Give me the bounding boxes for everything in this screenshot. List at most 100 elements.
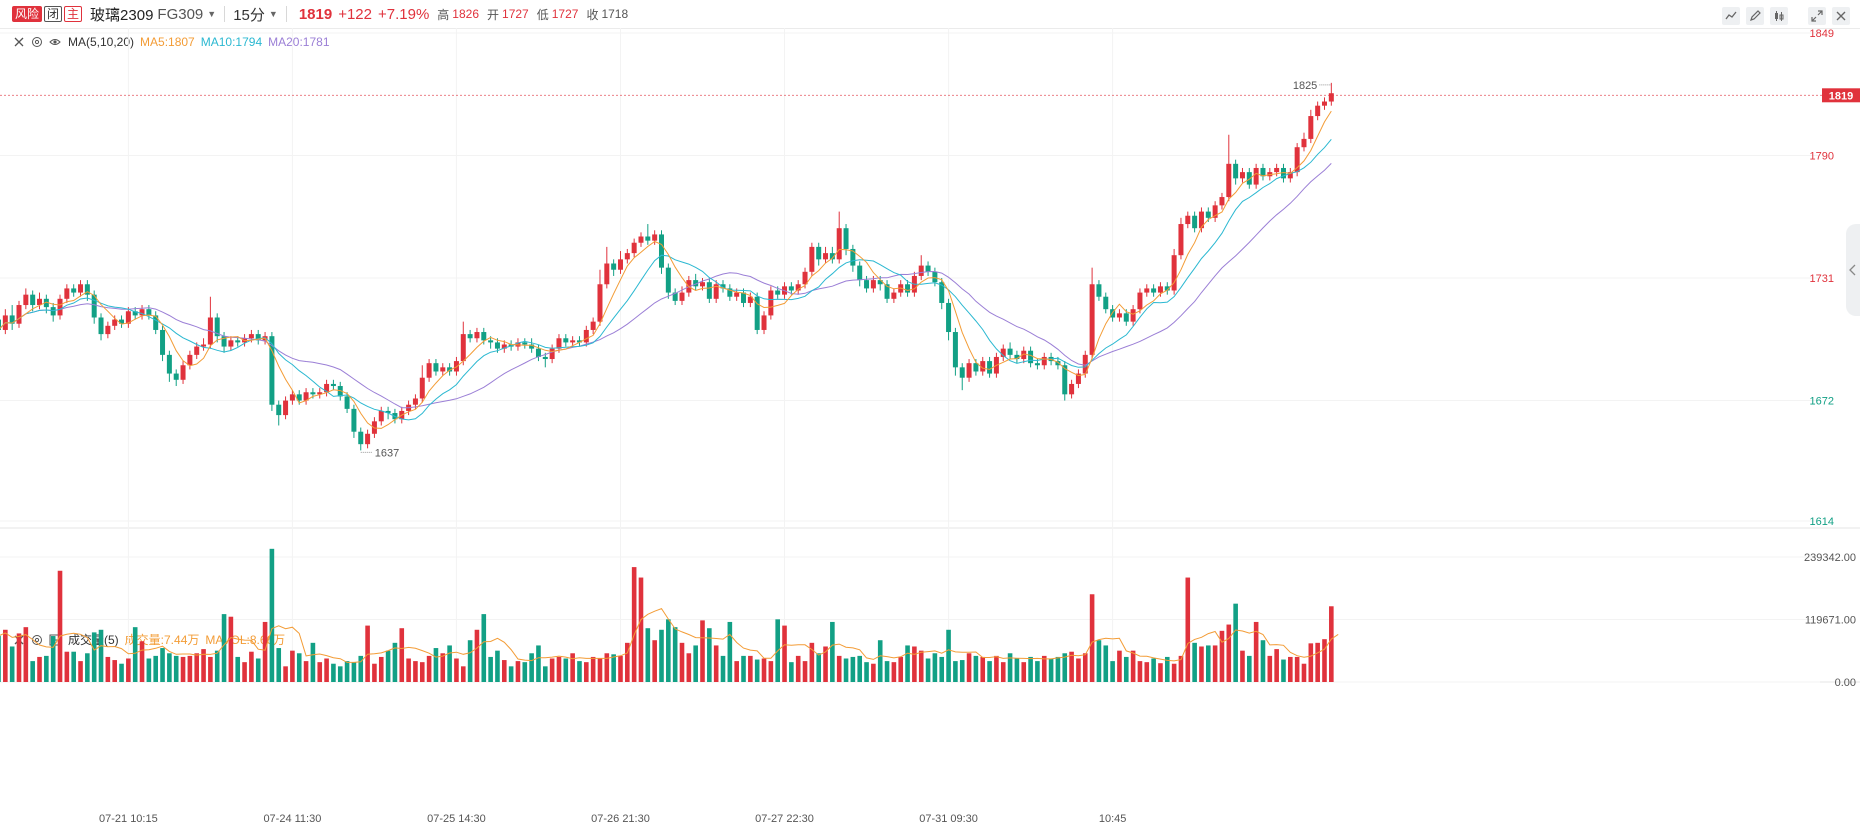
volume-bar (1062, 653, 1068, 682)
price-change: +122 (338, 5, 372, 23)
symbol-code[interactable]: FG309 (157, 5, 204, 23)
candle-body (214, 317, 220, 337)
kline-chart[interactable]: 1849 1790 1731 1672 1614 1819 239342.00 119671… (0, 28, 1860, 826)
volume-bar (666, 619, 671, 682)
volume-bar (37, 656, 42, 682)
volume-bar (1158, 663, 1163, 682)
candle-body (952, 332, 958, 368)
volume-bar (959, 660, 965, 682)
volume-axis: 239342.00 119671.00 0.00 (1804, 552, 1856, 689)
annotations: 1825 1637 (360, 80, 1332, 459)
chart-toolbar (1722, 7, 1850, 25)
volume-bar (1260, 640, 1266, 682)
visibility-icon[interactable] (48, 35, 62, 49)
header-divider (285, 6, 287, 22)
volume-bar (221, 614, 227, 682)
volume-bar (973, 655, 979, 682)
time-tick-label: 10:45 (1099, 813, 1127, 825)
candle-body (665, 267, 671, 293)
candle-body (1280, 167, 1286, 179)
volume-bar (488, 656, 493, 682)
symbol-name[interactable]: 玻璃2309 (90, 6, 154, 24)
volume-bar (208, 656, 213, 682)
candle-body (433, 363, 439, 372)
volume-bar (953, 661, 958, 682)
last-price-tag: 1819 (1829, 90, 1853, 102)
volume-bar (481, 614, 487, 682)
volume-bar (618, 655, 623, 682)
candle-body (1021, 350, 1027, 360)
candle-body (173, 373, 179, 380)
settings-icon[interactable] (30, 35, 44, 49)
draw-icon[interactable] (1746, 7, 1764, 25)
candle-body (324, 383, 330, 393)
indicator-icon[interactable] (1722, 7, 1740, 25)
volume-bar (1205, 645, 1211, 682)
closed-badge[interactable]: 闭 (44, 6, 63, 22)
candle-body (344, 396, 350, 409)
candle-body (1116, 313, 1122, 318)
candle-body (255, 334, 261, 341)
high-label: 高 (437, 7, 450, 22)
volume-bar (105, 656, 111, 682)
volume-bar (857, 655, 863, 682)
volume-bar (1055, 656, 1061, 682)
close-icon[interactable] (1832, 7, 1850, 25)
ma-lines (0, 110, 1339, 663)
volume-bar (836, 655, 842, 682)
header-divider (224, 6, 226, 22)
volume-tick-label: 0.00 (1835, 677, 1856, 689)
candle-body (91, 294, 97, 318)
candle-body (37, 298, 43, 306)
volume-bar (1089, 594, 1095, 682)
volume-bar (1007, 653, 1013, 682)
candle-body (529, 344, 535, 349)
candle-body (980, 361, 986, 372)
last-price-tag-bg (1822, 88, 1860, 103)
volume-bar (1212, 645, 1218, 682)
volume-bar (1137, 661, 1143, 682)
risk-badge[interactable]: 风险 (12, 6, 43, 22)
candle-body (269, 336, 275, 405)
candle-body (652, 234, 658, 241)
volume-bar (337, 666, 343, 682)
main-contract-badge[interactable]: 主 (64, 6, 83, 22)
candle-body (1096, 284, 1102, 297)
volume-bar (1014, 658, 1020, 682)
price-tick-label: 1614 (1810, 516, 1834, 528)
candle-body (166, 354, 172, 374)
price-tick-label: 1731 (1810, 273, 1834, 285)
volume-bar (659, 629, 664, 682)
candle-body (501, 344, 507, 349)
interval-selector[interactable]: 15分 (233, 6, 265, 24)
volume-bar (1082, 653, 1088, 682)
candle-body (925, 265, 931, 272)
volume-bar (495, 650, 500, 682)
volume-bar (358, 655, 364, 682)
close-icon[interactable] (12, 35, 26, 49)
candle-body (870, 280, 876, 289)
fullscreen-icon[interactable] (1808, 7, 1826, 25)
volume-bar (1253, 621, 1259, 682)
volume-bar (563, 658, 569, 682)
collapse-panel-tab[interactable] (1846, 224, 1860, 316)
candle-body (884, 284, 890, 299)
candle-body (850, 248, 856, 266)
volume-bar (9, 646, 15, 682)
candle-body (119, 319, 125, 324)
volume-bar (584, 662, 589, 682)
volume-bar (918, 650, 924, 682)
volume-bar (1219, 630, 1225, 682)
candle-body (1178, 224, 1184, 256)
volume-bar (611, 654, 616, 682)
interval-chevron-down-icon[interactable]: ▼ (268, 9, 278, 19)
volume-bar (809, 642, 815, 682)
price-tick-label: 1672 (1810, 396, 1834, 408)
candle-body (1233, 163, 1239, 179)
candle-body (522, 342, 528, 345)
candle-type-icon[interactable] (1770, 7, 1788, 25)
candle-body (761, 315, 767, 330)
chevron-down-icon[interactable]: ▼ (207, 9, 217, 19)
candle-body (1294, 147, 1300, 173)
volume-bar (310, 642, 316, 682)
